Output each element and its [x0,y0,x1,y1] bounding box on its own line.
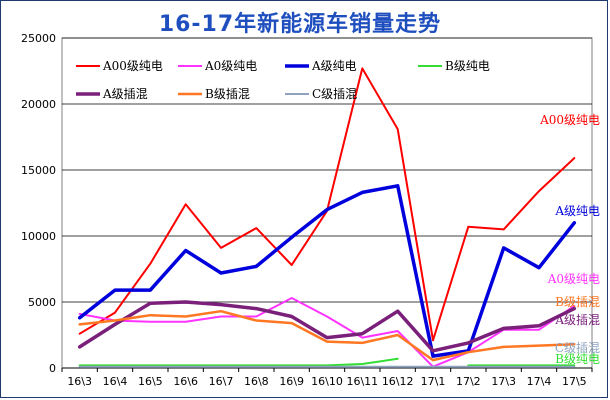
x-tick-label: 16\11 [346,375,378,388]
x-tick-label: 16\12 [382,375,414,388]
series-line-3 [77,184,577,358]
legend-label-1: A00级纯电 [102,59,163,73]
series-line-6 [78,309,576,362]
x-tick-label: 16\6 [173,375,198,388]
end-label-3: A0级纯电 [547,272,600,286]
x-tick-label: 16\7 [209,375,234,388]
end-label-4: B级插混 [555,295,600,309]
y-tick-label: 20000 [21,98,56,111]
legend-label-5: A级插混 [102,87,148,101]
x-tick-label: 17\1 [421,375,446,388]
end-label-2: A级纯电 [554,204,600,218]
axes: 0 5000 10000 15000 20000 25000 16\3 16\4 16\5 16\… [21,32,593,388]
legend: A00级纯电 A0级纯电 A级纯电 B级纯电 A级插混 B级插混 C级插混 [76,59,490,101]
x-tick-label: 16\4 [103,375,128,388]
end-label-6: C级插混 [555,341,600,355]
x-tick-label: 16\8 [244,375,269,388]
y-tick-label: 0 [49,362,56,375]
y-tick-label: 25000 [21,32,56,45]
series-lines [77,67,577,368]
legend-label-6: B级插混 [205,87,250,101]
x-tick-label: 16\5 [138,375,163,388]
x-tick-label: 17\4 [527,375,552,388]
x-tick-label: 17\3 [491,375,516,388]
series-line-1 [78,67,576,342]
legend-label-2: A0级纯电 [204,59,257,73]
legend-label-7: C级插混 [312,87,357,101]
y-tick-label: 15000 [21,164,56,177]
end-label-1: A00级纯电 [539,113,600,127]
legend-label-3: A级纯电 [311,59,357,73]
y-tick-label: 10000 [21,230,56,243]
x-tick-label: 17\5 [562,375,587,388]
y-tick-label: 5000 [28,296,56,309]
end-label-5: A级插混 [554,313,600,327]
legend-label-4: B级纯电 [445,59,490,73]
x-tick-label: 16\10 [311,375,343,388]
chart-title: 16-17年新能源车销量走势 [159,11,441,37]
series-line-4 [78,357,399,367]
series-line-5 [77,300,577,353]
end-label-7: B级纯电 [555,352,600,366]
series-line-2 [78,297,576,368]
x-tick-label: 17\2 [456,375,481,388]
x-tick-label: 16\3 [67,375,92,388]
x-tick-label: 16\9 [279,375,304,388]
